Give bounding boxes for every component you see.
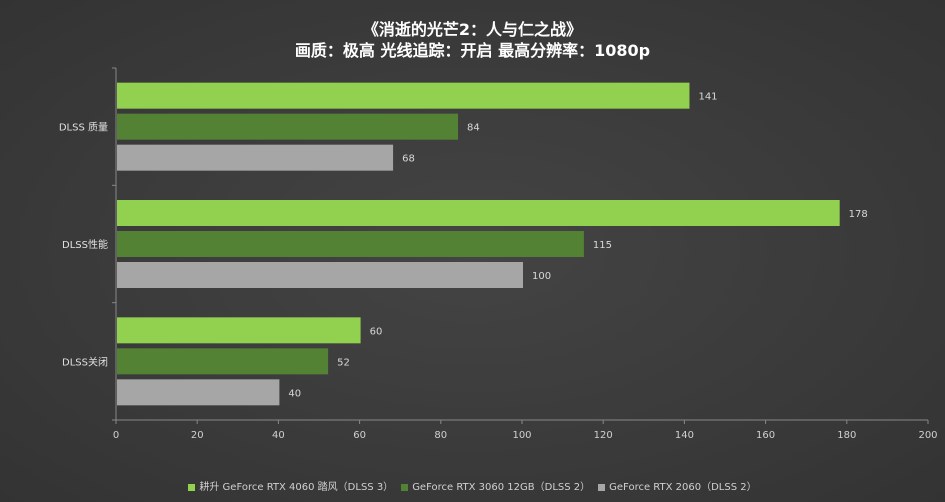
x-tick-label: 200 <box>918 430 937 441</box>
chart-title: 《消逝的光芒2：人与仁之战》 <box>362 20 583 39</box>
legend: 耕升 GeForce RTX 4060 踏风（DLSS 3） GeForce RT… <box>0 478 945 493</box>
legend-label: 耕升 GeForce RTX 4060 踏风（DLSS 3） <box>199 482 394 493</box>
legend-label: GeForce RTX 3060 12GB（DLSS 2） <box>412 482 591 493</box>
x-tick-label: 120 <box>594 430 613 441</box>
x-tick-label: 100 <box>512 430 531 441</box>
legend-swatch <box>188 483 196 491</box>
x-tick-label: 80 <box>434 430 447 441</box>
legend-item: GeForce RTX 2060（DLSS 2） <box>598 482 757 493</box>
data-label: 52 <box>337 357 350 368</box>
x-tick-label: 60 <box>353 430 366 441</box>
x-tick-label: 160 <box>756 430 775 441</box>
data-label: 100 <box>532 271 551 282</box>
data-label: 115 <box>593 240 612 251</box>
legend-item: 耕升 GeForce RTX 4060 踏风（DLSS 3） <box>188 482 393 493</box>
x-tick-label: 180 <box>837 430 856 441</box>
x-tick-label: 20 <box>191 430 204 441</box>
data-label: 84 <box>467 123 480 134</box>
x-tick-label: 0 <box>113 430 119 441</box>
legend-swatch <box>598 483 606 491</box>
category-label: DLSS性能 <box>62 238 108 251</box>
legend-swatch <box>401 483 409 491</box>
bar <box>117 144 394 171</box>
data-label: 68 <box>402 154 415 165</box>
chart-subtitle: 画质：极高 光线追踪：开启 最高分辨率：1080p <box>294 41 651 60</box>
category-label: DLSS 质量 <box>59 122 108 134</box>
bar <box>117 317 361 344</box>
bar <box>117 82 690 109</box>
bar <box>117 262 523 288</box>
bar <box>117 348 329 375</box>
category-label: DLSS关闭 <box>62 355 108 368</box>
legend-item: GeForce RTX 3060 12GB（DLSS 2） <box>401 482 590 493</box>
data-label: 60 <box>370 326 383 337</box>
x-tick-label: 140 <box>675 430 694 441</box>
x-tick-label: 40 <box>272 430 285 441</box>
bar <box>117 113 459 140</box>
bar <box>117 200 840 226</box>
bar <box>117 379 280 406</box>
legend-label: GeForce RTX 2060（DLSS 2） <box>609 482 757 493</box>
data-label: 40 <box>288 388 301 399</box>
bar <box>117 231 584 257</box>
data-label: 141 <box>698 92 717 103</box>
data-label: 178 <box>849 209 868 220</box>
